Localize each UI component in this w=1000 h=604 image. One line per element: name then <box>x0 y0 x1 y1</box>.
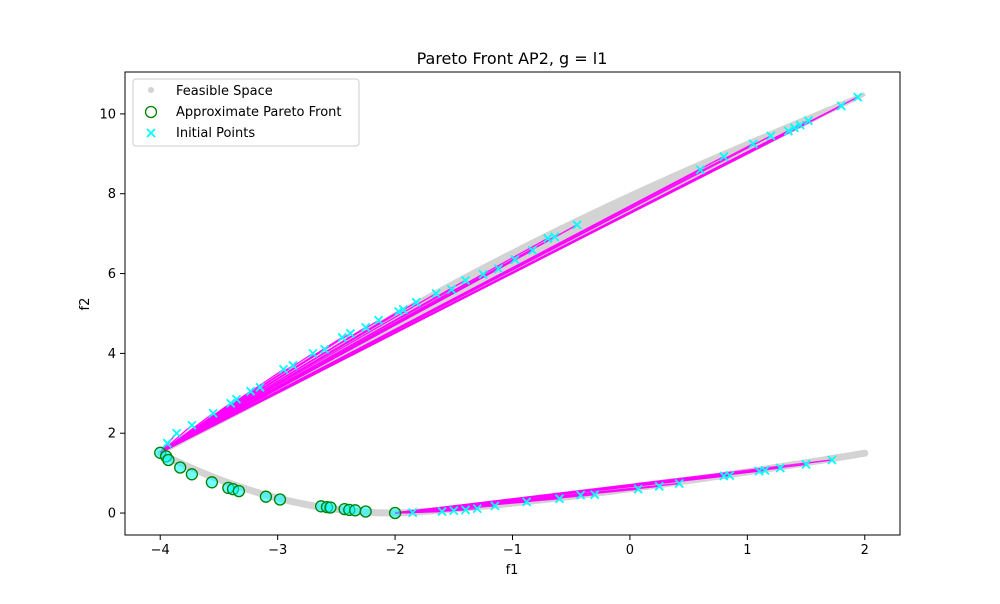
y-tick-label: 10 <box>99 107 116 122</box>
legend-front-label: Approximate Pareto Front <box>176 105 342 120</box>
legend: Feasible Space Approximate Pareto Front … <box>133 79 359 146</box>
x-tick-label: −4 <box>151 543 170 558</box>
legend-feasible-marker <box>148 87 154 93</box>
y-tick-label: 6 <box>108 267 116 282</box>
pareto-front-point <box>360 506 371 517</box>
y-tick-label: 0 <box>108 507 116 522</box>
pareto-front-point <box>186 469 197 480</box>
y-tick-label: 2 <box>108 427 116 442</box>
legend-initial-label: Initial Points <box>176 126 255 141</box>
x-tick-label: −3 <box>268 543 287 558</box>
legend-feasible-label: Feasible Space <box>176 84 273 99</box>
x-tick-label: −1 <box>503 543 522 558</box>
x-tick-label: −2 <box>385 543 404 558</box>
x-tick-label: 1 <box>743 543 751 558</box>
pareto-front-point <box>233 486 244 497</box>
pareto-front-point <box>390 508 401 519</box>
y-tick-label: 8 <box>108 187 116 202</box>
pareto-front-point <box>275 494 286 505</box>
y-axis-label: f2 <box>78 298 93 311</box>
y-tick-label: 4 <box>108 347 116 362</box>
pareto-front-point <box>163 455 174 466</box>
x-tick-label: 2 <box>861 543 869 558</box>
pareto-front-point <box>260 491 271 502</box>
pareto-front-point <box>175 462 186 473</box>
pareto-front-point <box>206 477 217 488</box>
chart-title: Pareto Front AP2, g = l1 <box>417 49 608 68</box>
pareto-front-point <box>325 502 336 513</box>
x-axis-label: f1 <box>506 563 519 578</box>
x-tick-label: 0 <box>626 543 634 558</box>
pareto-front-point <box>350 505 361 516</box>
